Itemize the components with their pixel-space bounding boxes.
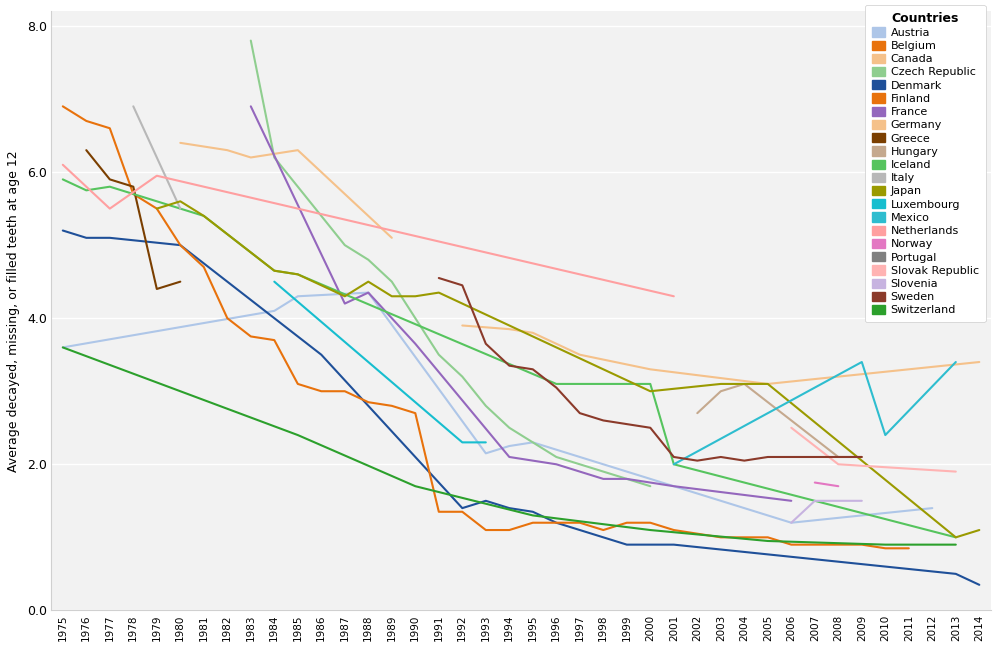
Legend: Austria, Belgium, Canada, Czech Republic, Denmark, Finland, France, Germany, Gre: Austria, Belgium, Canada, Czech Republic… bbox=[865, 5, 985, 322]
Y-axis label: Average decayed, missing, or filled teeth at age 12: Average decayed, missing, or filled teet… bbox=[7, 150, 20, 472]
